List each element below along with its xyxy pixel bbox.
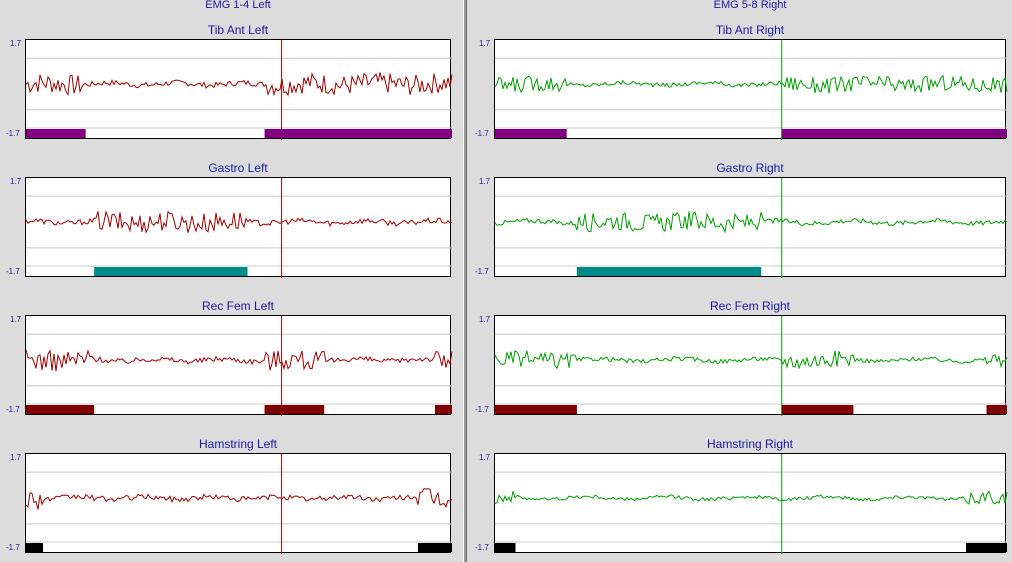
ymin-label: -1.7 [475, 405, 489, 414]
emg-plot-rec-fem-left[interactable] [25, 315, 453, 416]
activation-bar [26, 129, 86, 138]
right-header: EMG 5-8 Right [713, 0, 787, 11]
emg-plot-hamstring-left[interactable] [25, 453, 453, 554]
activation-bar [966, 543, 1007, 552]
activation-bar [495, 543, 516, 552]
ymin-label: -1.7 [6, 543, 20, 552]
activation-bar [264, 405, 325, 414]
ymax-label: 1.7 [479, 177, 491, 186]
plot-title-hamstring-right: Hamstring Right [706, 437, 794, 451]
ymin-label: -1.7 [6, 267, 20, 276]
emg-plot-tib-ant-right[interactable] [494, 39, 1008, 140]
emg-signal-line [25, 210, 453, 234]
ymin-label: -1.7 [475, 267, 489, 276]
activation-bar [781, 129, 1007, 138]
plot-title-hamstring-left: Hamstring Left [198, 437, 278, 451]
emg-plot-gastro-left[interactable] [25, 177, 453, 278]
ymin-label: -1.7 [475, 129, 489, 138]
activation-bar [26, 405, 95, 414]
activation-bar [434, 405, 452, 414]
activation-bar [94, 267, 248, 276]
ymax-label: 1.7 [10, 177, 22, 186]
emg-signal-line [494, 74, 1008, 94]
emg-plot-hamstring-right[interactable] [494, 453, 1008, 554]
ymax-label: 1.7 [479, 453, 491, 462]
ymin-label: -1.7 [475, 543, 489, 552]
emg-signal-line [494, 490, 1008, 505]
plot-title-rec-fem-left: Rec Fem Left [201, 299, 275, 313]
emg-signal-line [25, 71, 453, 97]
ymax-label: 1.7 [479, 39, 491, 48]
emg-plot-gastro-right[interactable] [494, 177, 1008, 278]
activation-bar [781, 405, 854, 414]
emg-signal-line [494, 211, 1008, 234]
ymax-label: 1.7 [10, 315, 22, 324]
activation-bar [26, 543, 44, 552]
plot-title-rec-fem-right: Rec Fem Right [709, 299, 791, 313]
activation-bar [495, 405, 577, 414]
plot-title-tib-ant-left: Tib Ant Left [207, 23, 269, 37]
emg-signal-line [494, 349, 1008, 370]
ymax-label: 1.7 [10, 453, 22, 462]
ymax-label: 1.7 [479, 315, 491, 324]
ymax-label: 1.7 [10, 39, 22, 48]
ymin-label: -1.7 [6, 405, 20, 414]
emg-plot-tib-ant-left[interactable] [25, 39, 453, 140]
plot-title-gastro-left: Gastro Left [208, 161, 268, 175]
emg-signal-line [25, 349, 453, 372]
left-header: EMG 1-4 Left [205, 0, 271, 11]
panel-divider[interactable] [463, 0, 467, 562]
activation-bar [264, 129, 452, 138]
activation-bar [986, 405, 1007, 414]
emg-signal-line [25, 488, 453, 510]
plot-title-gastro-right: Gastro Right [716, 161, 784, 175]
activation-bar [417, 543, 452, 552]
plot-title-tib-ant-right: Tib Ant Right [715, 23, 785, 37]
activation-bar [495, 129, 567, 138]
ymin-label: -1.7 [6, 129, 20, 138]
emg-plot-rec-fem-right[interactable] [494, 315, 1008, 416]
activation-bar [576, 267, 762, 276]
